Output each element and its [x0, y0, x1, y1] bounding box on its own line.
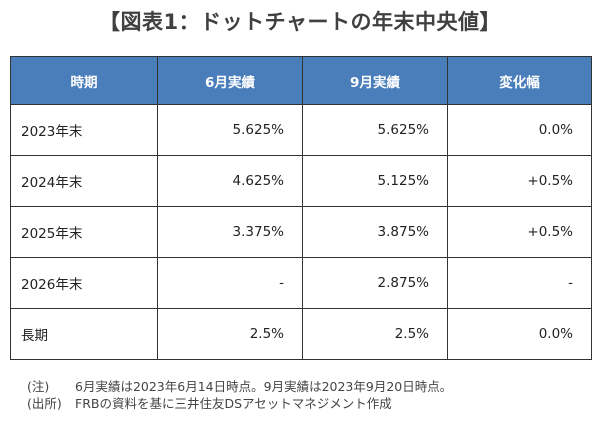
table-row: 2026年末 -2.875% - [10, 257, 592, 309]
june-value-cell: 3.375% [157, 206, 303, 258]
header-period: 時期 [10, 56, 158, 105]
note-label: (注) [27, 379, 50, 394]
period-cell: 2023年末 [10, 104, 158, 156]
source-label: (出所) [27, 396, 62, 411]
header-june: 6月実績 [157, 56, 303, 105]
source-line: (出所) FRBの資料を基に三井住友DSアセットマネジメント作成 [27, 395, 452, 412]
june-value-cell: 4.625% [157, 155, 303, 207]
header-september: 9月実績 [302, 56, 448, 105]
change-cell: 0.0% [447, 104, 592, 156]
june-value-cell: 5.625% [157, 104, 303, 156]
june-value-cell: 2.5% [157, 308, 303, 360]
table-row: 2024年末 4.625% 5.125% +0.5% [10, 155, 592, 207]
period-cell: 2024年末 [10, 155, 158, 207]
table-row: 長期 2.5% 2.5% 0.0% [10, 308, 592, 360]
change-cell: +0.5% [447, 206, 592, 258]
change-cell: 0.0% [447, 308, 592, 360]
notes: (注) 6月実績は2023年6月14日時点。9月実績は2023年9月20日時点。 … [27, 378, 452, 412]
change-cell: - [447, 257, 592, 309]
september-value-cell: 5.625% [302, 104, 448, 156]
note-text: 6月実績は2023年6月14日時点。9月実績は2023年9月20日時点。 [75, 379, 453, 394]
source-text: FRBの資料を基に三井住友DSアセットマネジメント作成 [75, 396, 392, 411]
september-value-cell: 2.5% [302, 308, 448, 360]
header-row: 時期 6月実績 9月実績 変化幅 [10, 56, 592, 105]
change-cell: +0.5% [447, 155, 592, 207]
note-line: (注) 6月実績は2023年6月14日時点。9月実績は2023年9月20日時点。 [27, 378, 452, 395]
period-cell: 2026年末 [10, 257, 158, 309]
figure-title: 【図表1：ドットチャートの年末中央値】 [99, 10, 501, 34]
september-value-cell: 3.875% [302, 206, 448, 258]
dot-chart-median-table: 時期 6月実績 9月実績 変化幅 2023年末 5.625% 5.625% 0.0% 2… [10, 56, 592, 360]
september-value-cell: 2.875% [302, 257, 448, 309]
table-row: 2025年末 3.375% 3.875% +0.5% [10, 206, 592, 258]
header-change: 変化幅 [447, 56, 592, 105]
period-cell: 2025年末 [10, 206, 158, 258]
june-value-cell: - [157, 257, 303, 309]
september-value-cell: 5.125% [302, 155, 448, 207]
period-cell: 長期 [10, 308, 158, 360]
table-row: 2023年末 5.625% 5.625% 0.0% [10, 104, 592, 156]
